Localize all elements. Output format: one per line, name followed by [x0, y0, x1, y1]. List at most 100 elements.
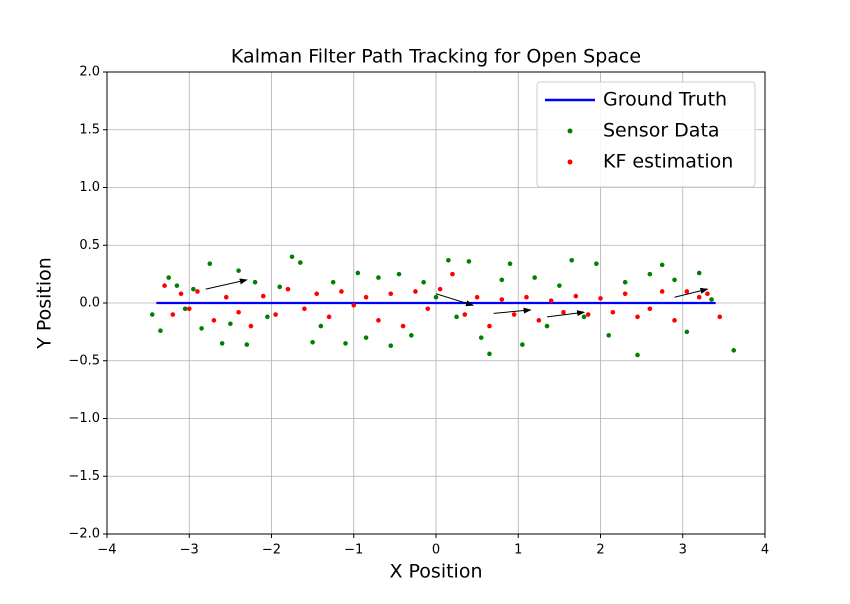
scatter-point	[297, 260, 303, 265]
scatter-point	[635, 314, 640, 320]
scatter-point	[717, 314, 723, 320]
scatter-point	[413, 289, 418, 294]
scatter-point	[635, 352, 640, 358]
scatter-point	[532, 275, 537, 280]
scatter-point	[260, 293, 266, 299]
scatter-point	[524, 294, 529, 300]
scatter-point	[696, 270, 702, 276]
scatter-point	[573, 293, 579, 299]
x-tick-label: 2	[596, 543, 604, 558]
x-tick-label: −3	[180, 543, 199, 558]
arrow	[435, 293, 474, 307]
scatter-point	[289, 254, 295, 260]
scatter-point	[672, 318, 677, 323]
scatter-point	[343, 341, 348, 346]
scatter-point	[684, 329, 690, 335]
scatter-point	[207, 261, 213, 267]
scatter-point	[252, 279, 258, 285]
scatter-point	[511, 312, 517, 317]
legend-label: KF estimation	[603, 151, 733, 173]
scatter-point	[450, 271, 455, 277]
y-tick-label: 0.0	[79, 296, 100, 311]
scatter-point	[487, 323, 492, 329]
scatter-point	[696, 294, 702, 300]
plot-frame	[106, 71, 766, 535]
scatter-point	[186, 306, 192, 312]
scatter-point	[355, 270, 361, 276]
scatter-point	[396, 271, 402, 277]
scatter-point	[314, 291, 320, 297]
scatter-point	[318, 323, 324, 329]
x-tick-label: 1	[514, 543, 522, 558]
scatter-point	[191, 286, 196, 292]
scatter-point	[326, 314, 332, 320]
scatter-point	[499, 277, 505, 283]
scatter-point	[437, 286, 443, 292]
scatter-point	[228, 321, 233, 327]
x-tick-label: −4	[97, 543, 116, 558]
scatter-point	[585, 312, 591, 317]
scatter-point	[544, 323, 550, 329]
y-tick-label: −1.5	[68, 469, 100, 484]
scatter-point	[709, 297, 714, 302]
scatter-point	[351, 303, 357, 308]
scatter-point	[659, 289, 665, 294]
y-tick-label: 0.5	[79, 238, 100, 253]
scatter-point	[610, 309, 616, 315]
scatter-point	[339, 289, 344, 294]
scatter-point	[302, 306, 307, 312]
legend-swatch	[567, 128, 573, 134]
legend-label: Sensor Data	[603, 120, 720, 142]
scatter-point	[478, 335, 484, 340]
x-tick-label: 3	[679, 543, 687, 558]
scatter-point	[166, 275, 171, 280]
scatter-point	[606, 333, 612, 338]
scatter-point	[388, 343, 394, 349]
scatter-point	[425, 306, 431, 312]
x-axis-label: X Position	[389, 561, 482, 583]
scatter-point	[705, 291, 710, 297]
scatter-point	[507, 261, 513, 267]
arrow	[674, 287, 709, 298]
scatter-point	[149, 312, 155, 317]
scatter-point	[474, 294, 480, 300]
arrow	[205, 278, 248, 290]
scatter-point	[672, 277, 677, 283]
scatter-point	[548, 298, 554, 303]
scatter-point	[219, 341, 225, 346]
x-tick-label: −1	[344, 543, 363, 558]
x-tick-label: 0	[432, 543, 440, 558]
scatter-point	[223, 294, 229, 300]
scatter-point	[581, 314, 587, 320]
scatter-point	[273, 312, 278, 317]
scatter-point	[162, 283, 167, 288]
scatter-point	[199, 326, 204, 331]
scatter-point	[376, 275, 381, 280]
scatter-point	[622, 291, 628, 297]
scatter-point	[195, 289, 200, 294]
scatter-point	[236, 268, 241, 273]
scatter-point	[684, 289, 690, 294]
legend-swatch	[567, 159, 573, 165]
scatter-point	[557, 283, 562, 288]
scatter-point	[248, 323, 254, 329]
scatter-point	[561, 309, 566, 315]
legend-box	[536, 81, 756, 188]
y-tick-label: −2.0	[68, 527, 100, 542]
scatter-point	[330, 279, 336, 285]
scatter-point	[211, 318, 217, 323]
y-tick-label: 1.5	[79, 122, 100, 137]
scatter-point	[277, 284, 283, 290]
scatter-point	[594, 261, 599, 267]
scatter-point	[363, 335, 369, 340]
scatter-point	[462, 312, 468, 317]
scatter-point	[598, 296, 603, 301]
scatter-point	[446, 257, 451, 263]
scatter-point	[487, 351, 492, 357]
legend: Ground Truth Sensor Data KF estimation	[536, 81, 756, 188]
scatter-point	[310, 339, 315, 345]
scatter-point	[499, 297, 505, 302]
scatter-point	[647, 306, 653, 312]
x-tick-label: 4	[761, 543, 769, 558]
